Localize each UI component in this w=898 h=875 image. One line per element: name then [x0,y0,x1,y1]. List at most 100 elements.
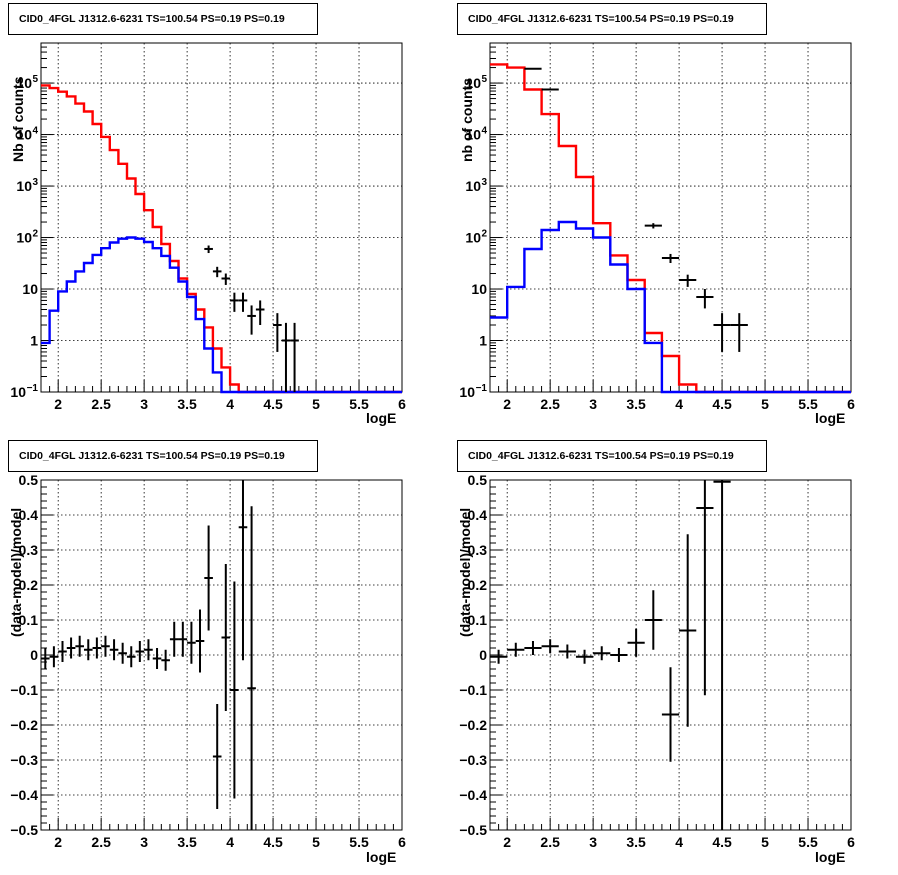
x-tick-label: 5.5 [349,396,369,412]
y-tick-label: 0 [30,647,38,663]
histogram-line [490,63,851,394]
x-tick-label: 5.5 [798,396,818,412]
x-tick-label: 2 [54,834,62,850]
y-tick-label: −0.5 [10,822,38,838]
y-tick-label: −0.1 [10,682,38,698]
x-axis-label: logE [366,849,397,865]
x-tick-label: 3 [589,396,597,412]
y-axis-label: (data-model)/model [457,507,473,637]
y-tick-label: −0.3 [459,752,487,768]
y-tick-label: 10 [16,127,32,143]
y-tick-label: 0 [479,647,487,663]
y-axis-label: (data-model)/model [8,507,24,637]
plot-svg: 2 2.5 3 3.5 4 4.5 5 5.5 6 −0.5 −0.4 −0.3 −0.2 −0.1 0 0.… [10,472,406,850]
x-tick-label: 3.5 [626,396,646,412]
x-tick-label: 3 [140,834,148,850]
x-tick-label: 2 [503,834,511,850]
y-tick-label: 10 [10,384,26,400]
y-tick-label: 1 [479,333,487,349]
x-tick-label: 4 [675,834,683,850]
y-tick-label: 10 [465,230,481,246]
x-tick-label: 2 [503,396,511,412]
y-tick-label: −0.1 [459,682,487,698]
chart-panel-residual-left: 2 2.5 3 3.5 4 4.5 5 5.5 6 −0.5 −0.4 −0.3 −0.2 −0.1 0 0.… [0,437,449,875]
y-tick-label: 10 [471,281,487,297]
y-tick-label: −0.2 [459,717,487,733]
x-tick-label: 2.5 [540,834,560,850]
y-tick-label: 10 [16,178,32,194]
y-tick-label-exponent: 4 [32,126,38,137]
x-tick-label: 5 [761,396,769,412]
y-tick-label: 10 [459,384,475,400]
y-tick-label-exponent: 2 [32,229,38,240]
x-tick-label: 3 [589,834,597,850]
y-tick-label: 10 [465,127,481,143]
y-tick-label-exponent: 3 [32,177,38,188]
chart-panel-residual-right: 2 2.5 3 3.5 4 4.5 5 5.5 6 −0.5 −0.4 −0.3 −0.2 −0.1 0 0.… [449,437,898,875]
histogram-line [490,220,851,394]
x-axis-label: logE [815,410,846,426]
y-tick-label: 0.2 [19,577,39,593]
y-tick-label-exponent: −1 [476,383,488,394]
y-tick-label-exponent: 2 [481,229,487,240]
y-tick-label-exponent: 3 [481,177,487,188]
plot-svg: 2 2.5 3 3.5 4 4.5 5 5.5 6 −0.5 −0.4 −0.3 −0.2 −0.1 0 0.… [459,472,855,850]
y-tick-label: 0.1 [468,612,488,628]
chart-panel-counts-right: 2 2.5 3 3.5 4 4.5 5 5.5 6 10 −1 1 10 10 2 10 3 10 4 10 5 CID… [449,0,898,437]
x-tick-label: 2.5 [91,396,111,412]
x-tick-label: 4 [226,834,234,850]
chart-title: CID0_4FGL J1312.6-6231 TS=100.54 PS=0.19… [8,3,318,35]
y-tick-label: 0.3 [19,542,39,558]
plot-frame [489,42,852,393]
y-tick-label: 1 [30,333,38,349]
x-tick-label: 6 [847,396,855,412]
y-tick-label: 10 [16,230,32,246]
x-tick-label: 5.5 [798,834,818,850]
x-tick-label: 6 [398,396,406,412]
x-tick-label: 6 [398,834,406,850]
y-tick-label: 10 [465,178,481,194]
histogram-line [41,236,402,394]
y-tick-label-exponent: 5 [32,74,38,85]
y-tick-label-exponent: 4 [481,126,487,137]
y-tick-label: 0.5 [468,472,488,488]
y-tick-label: 0.4 [19,507,39,523]
y-tick-label: 0.5 [19,472,39,488]
x-tick-label: 5.5 [349,834,369,850]
x-tick-label: 5 [761,834,769,850]
x-axis-label: logE [366,410,397,426]
y-tick-label: −0.4 [459,787,487,803]
y-tick-label-exponent: −1 [27,383,39,394]
y-tick-label: −0.2 [10,717,38,733]
x-tick-label: 5 [312,834,320,850]
y-axis-label: nb of counts [459,78,475,162]
x-tick-label: 6 [847,834,855,850]
y-tick-label: 10 [16,75,32,91]
chart-panel-counts-left: 2 2.5 3 3.5 4 4.5 5 5.5 6 10 −1 1 10 10 2 10 3 10 4 10 5 CID… [0,0,449,437]
y-tick-label: 0.3 [468,542,488,558]
plot-frame [40,42,403,393]
y-tick-label: −0.4 [10,787,38,803]
x-tick-label: 3 [140,396,148,412]
y-tick-label: −0.3 [10,752,38,768]
x-tick-label: 2 [54,396,62,412]
y-tick-label-exponent: 5 [481,74,487,85]
x-tick-label: 5 [312,396,320,412]
x-tick-label: 3.5 [177,396,197,412]
x-tick-label: 3.5 [177,834,197,850]
y-axis-label: Nb of counts [10,76,26,162]
x-tick-label: 4.5 [712,396,732,412]
x-tick-label: 4 [675,396,683,412]
x-axis-label: logE [815,849,846,865]
chart-title: CID0_4FGL J1312.6-6231 TS=100.54 PS=0.19… [457,3,767,35]
x-tick-label: 4.5 [263,396,283,412]
y-tick-label: 10 [465,75,481,91]
histogram-line [41,84,402,394]
x-tick-label: 2.5 [540,396,560,412]
chart-title: CID0_4FGL J1312.6-6231 TS=100.54 PS=0.19… [8,440,318,472]
y-tick-label: 0.1 [19,612,39,628]
x-tick-label: 2.5 [91,834,111,850]
y-tick-label: 10 [22,281,38,297]
